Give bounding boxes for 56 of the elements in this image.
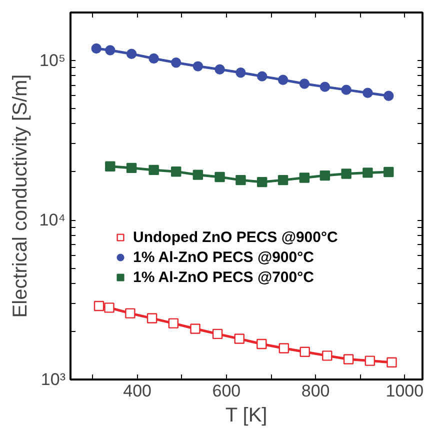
point	[212, 328, 223, 340]
point	[343, 354, 354, 364]
point	[94, 300, 104, 312]
point	[278, 74, 288, 85]
point	[322, 350, 332, 361]
y-tick-label: 10⁵	[40, 51, 66, 70]
point	[256, 338, 267, 350]
point	[320, 82, 330, 92]
point	[341, 168, 352, 179]
point	[386, 357, 397, 368]
point	[148, 164, 159, 176]
point	[278, 174, 288, 186]
point	[192, 170, 204, 180]
point	[171, 58, 182, 68]
point	[341, 84, 352, 95]
point	[384, 166, 394, 178]
point	[125, 308, 136, 318]
x-tick-label: 600	[212, 382, 241, 400]
point	[105, 45, 116, 56]
point	[105, 161, 116, 172]
point	[300, 346, 310, 357]
point	[214, 172, 225, 182]
point	[299, 172, 310, 183]
point	[364, 356, 376, 366]
x-tick-label: 800	[301, 382, 330, 400]
point	[104, 302, 114, 313]
point	[171, 166, 182, 177]
point	[256, 71, 268, 82]
point	[214, 64, 225, 74]
legend-label: Undoped ZnO PECS @900°C	[133, 228, 338, 246]
y-tick-label: 10⁴	[39, 210, 66, 230]
point	[126, 162, 137, 174]
point	[236, 68, 246, 78]
point	[362, 168, 373, 178]
point	[91, 43, 102, 54]
point	[234, 334, 244, 344]
x-axis-title: T [K]	[225, 404, 268, 426]
point	[299, 78, 310, 89]
y-axis-title: Electrical conductivity [S/m]	[9, 74, 32, 318]
point	[168, 318, 179, 328]
x-tick-label: 1000	[386, 382, 424, 400]
x-tick-label: 400	[123, 382, 152, 400]
point	[236, 174, 246, 186]
point	[278, 343, 290, 354]
point	[148, 53, 159, 64]
y-tick-label: 10³	[40, 370, 66, 389]
point	[362, 88, 373, 98]
point	[126, 48, 137, 59]
point	[192, 61, 204, 72]
point	[256, 176, 268, 188]
point	[384, 90, 394, 101]
legend-label: 1% Al-ZnO PECS @900°C	[133, 248, 314, 266]
point	[190, 324, 200, 334]
legend-label: 1% Al-ZnO PECS @700°C	[133, 268, 314, 286]
point	[146, 313, 158, 324]
point	[320, 170, 330, 181]
